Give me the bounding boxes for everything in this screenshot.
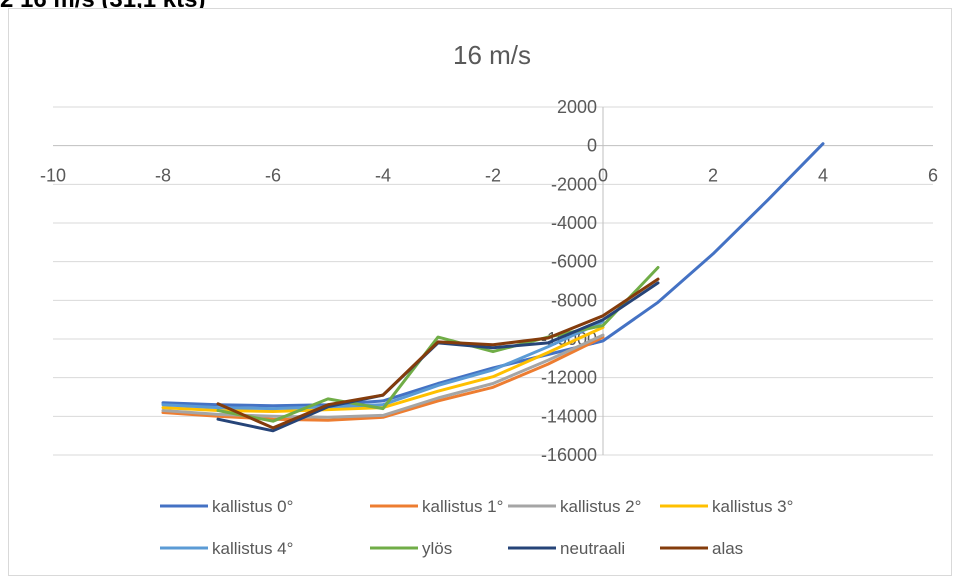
series-line	[216, 266, 660, 423]
y-tick-label: -8000	[551, 290, 597, 310]
x-tick-label: 0	[598, 166, 608, 186]
y-tick-label: -16000	[541, 445, 597, 465]
x-tick-label: -4	[375, 166, 391, 186]
y-tick-label: -2000	[551, 174, 597, 194]
y-tick-label: -12000	[541, 368, 597, 388]
legend-label: kallistus 2°	[560, 497, 641, 516]
series-line	[161, 320, 605, 411]
x-tick-label: 4	[818, 166, 828, 186]
x-tick-label: -2	[485, 166, 501, 186]
x-tick-label: -6	[265, 166, 281, 186]
legend-label: kallistus 4°	[212, 539, 293, 558]
y-tick-label: -6000	[551, 252, 597, 272]
chart-frame	[8, 8, 952, 576]
series-line	[161, 142, 825, 408]
x-tick-label: 2	[708, 166, 718, 186]
x-tick-label: -10	[40, 166, 66, 186]
series-lines	[161, 142, 825, 433]
x-tick-label: -8	[155, 166, 171, 186]
y-tick-label: -14000	[541, 406, 597, 426]
legend-label: kallistus 1°	[422, 497, 503, 516]
y-tick-label: -4000	[551, 213, 597, 233]
legend-label: neutraali	[560, 539, 625, 558]
legend-label: kallistus 0°	[212, 497, 293, 516]
legend-label: kallistus 3°	[712, 497, 793, 516]
y-tick-label: 2000	[557, 97, 597, 117]
series-line	[161, 335, 605, 422]
series-line	[216, 277, 660, 430]
axes: -10 -8 -6 -4 -2 0 2 4 620000-2000-4000-6000-8000…	[40, 97, 938, 465]
x-tick-label: 6	[928, 166, 938, 186]
y-tick-label: 0	[587, 136, 597, 156]
chart-title: 16 m/s	[453, 40, 531, 70]
legend: kallistus 0° kallistus 1° kallistus 2° kall…	[160, 497, 793, 558]
legend-label: ylös	[422, 539, 452, 558]
legend-label: alas	[712, 539, 743, 558]
